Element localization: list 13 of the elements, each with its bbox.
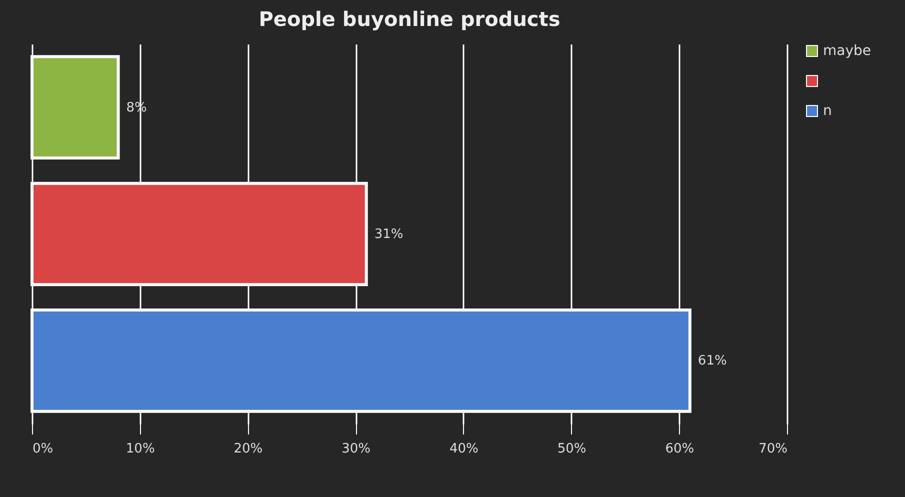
legend-label: n (823, 103, 832, 119)
chart-title: People buyonline products (258, 7, 560, 31)
x-tick-label: 10% (126, 442, 155, 456)
data-label: 61% (698, 354, 727, 369)
x-tick-label: 20% (234, 442, 263, 456)
legend-label: maybe (823, 43, 872, 59)
x-tick-label: 50% (557, 442, 586, 456)
data-label: 31% (374, 227, 404, 242)
x-tick-label: 60% (665, 442, 694, 456)
x-tick-label: 0% (32, 442, 54, 456)
x-tick-label: 70% (758, 442, 788, 456)
x-tick-label: 40% (449, 442, 478, 456)
x-tick-label: 30% (342, 442, 371, 456)
